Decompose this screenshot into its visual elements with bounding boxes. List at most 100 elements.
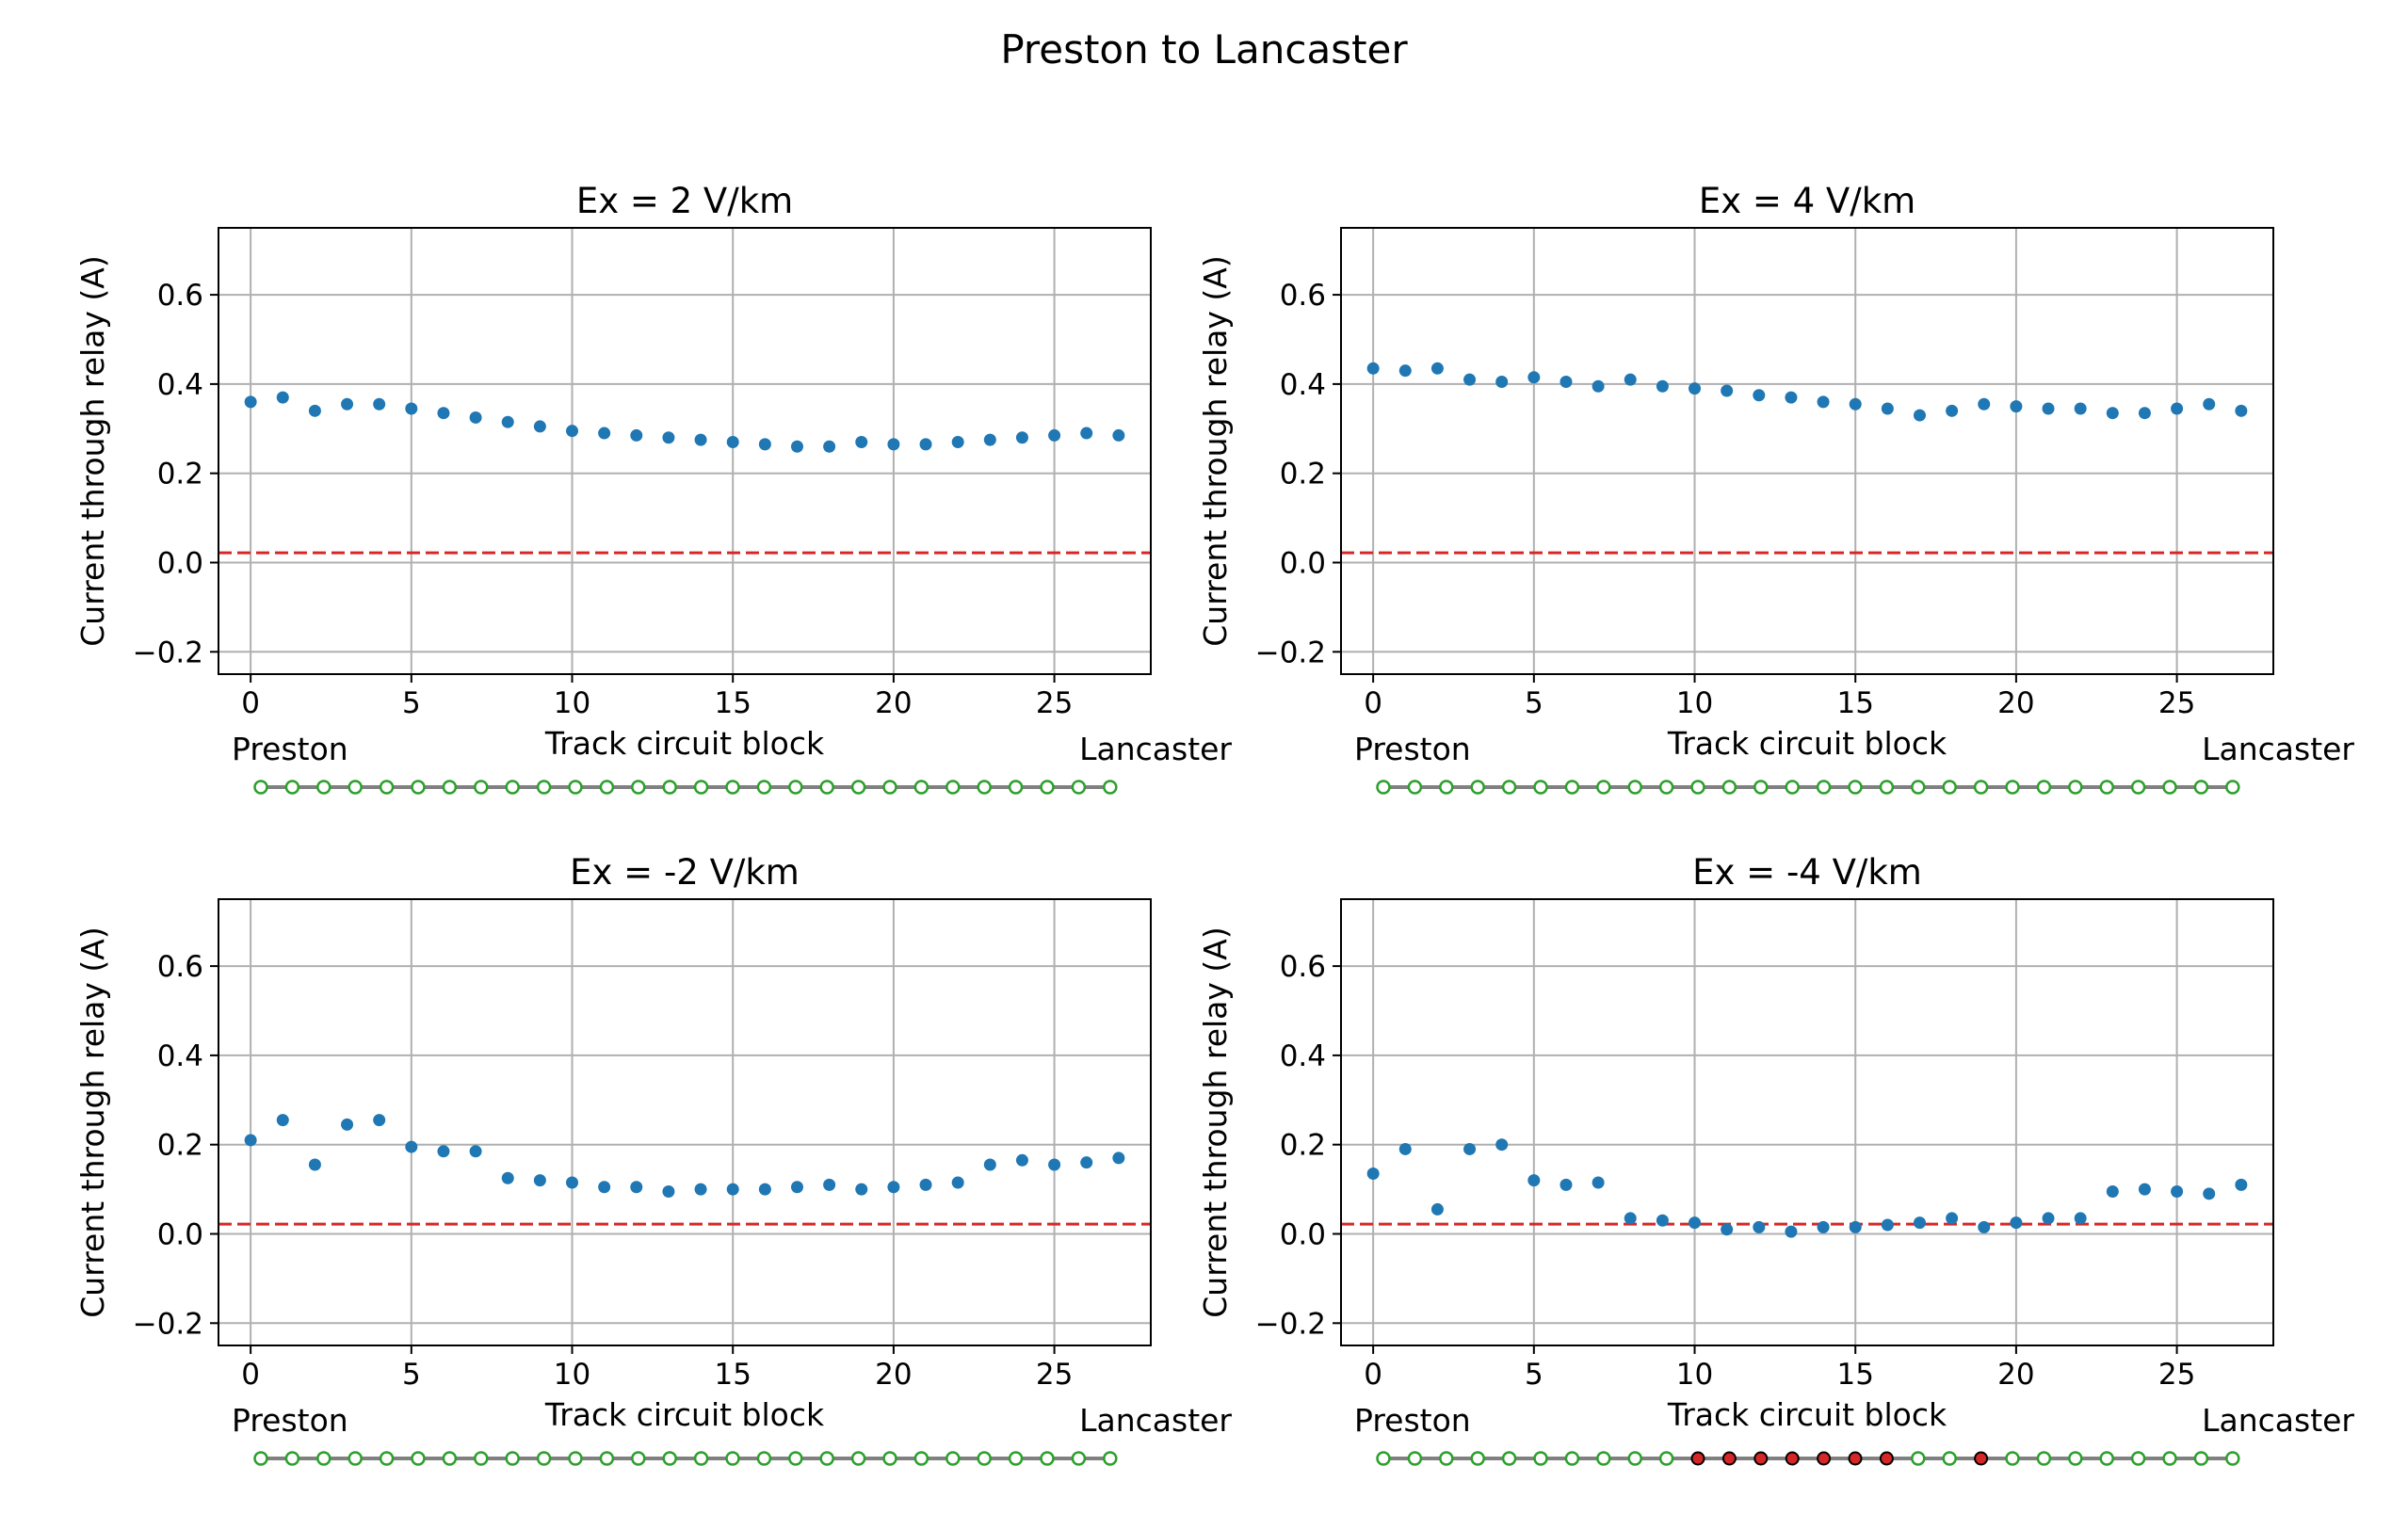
x-tick-label: 10 — [554, 1358, 590, 1392]
track-block — [379, 780, 395, 795]
track-block — [1596, 1451, 1611, 1466]
track-block — [599, 1451, 615, 1466]
track-block — [1407, 780, 1423, 795]
track-block — [2036, 780, 2052, 795]
y-tick-label: 0.4 — [1280, 368, 1326, 402]
x-tick-label: 0 — [241, 686, 260, 720]
data-point — [1398, 364, 1412, 378]
track-block — [1103, 1451, 1118, 1466]
track-block — [1942, 1451, 1957, 1466]
data-point — [1721, 384, 1734, 397]
track-block — [977, 780, 992, 795]
start-station-label: Preston — [1354, 1402, 1471, 1439]
track-block — [1911, 1451, 1926, 1466]
track-block — [2225, 1451, 2240, 1466]
data-point — [2171, 402, 2184, 415]
data-point — [1817, 395, 1830, 409]
data-point — [2235, 404, 2248, 417]
track-block — [2068, 1451, 2083, 1466]
data-point — [1656, 1214, 1669, 1227]
track-block — [756, 780, 772, 795]
y-tick-label: −0.2 — [1255, 636, 1326, 669]
data-point — [630, 428, 643, 442]
track-block — [284, 780, 300, 795]
track-block — [411, 780, 426, 795]
data-point — [566, 425, 579, 438]
y-tick-label: 0.2 — [1280, 458, 1326, 491]
data-point — [694, 1183, 707, 1196]
y-axis-label: Current through relay (A) — [74, 255, 111, 646]
track-block — [474, 1451, 489, 1466]
data-point — [308, 404, 321, 417]
data-point — [790, 440, 803, 453]
track-block-failed — [1690, 1451, 1705, 1466]
y-tick-label: 0.2 — [157, 1129, 203, 1163]
track-block — [1439, 1451, 1454, 1466]
data-point — [1592, 1176, 1605, 1189]
track-block — [1690, 780, 1705, 795]
track-block — [1501, 1451, 1517, 1466]
track-block — [2099, 1451, 2114, 1466]
data-point — [1849, 1220, 1862, 1233]
data-point — [2074, 402, 2087, 415]
data-point — [983, 433, 996, 446]
data-point — [630, 1181, 643, 1194]
data-point — [1656, 379, 1669, 393]
x-tick-label: 5 — [1525, 686, 1543, 720]
track-block — [1564, 1451, 1580, 1466]
track-block — [1658, 780, 1674, 795]
data-point — [1753, 389, 1766, 402]
track-block — [1533, 780, 1548, 795]
end-station-label: Lancaster — [1079, 1402, 1232, 1439]
start-station-label: Preston — [232, 1402, 348, 1439]
data-point — [1495, 1138, 1509, 1152]
x-tick-label: 10 — [554, 686, 590, 720]
data-point — [469, 1145, 482, 1158]
data-point — [1624, 1212, 1637, 1225]
data-point — [1689, 1216, 1702, 1230]
x-tick-label: 0 — [241, 1358, 260, 1392]
x-axis-label: Track circuit block — [544, 1396, 825, 1433]
data-point — [1913, 1216, 1926, 1230]
y-tick-label: −0.2 — [133, 636, 203, 669]
data-point — [533, 1174, 546, 1187]
track-block — [882, 780, 897, 795]
data-point — [1463, 373, 1477, 386]
track-block — [693, 1451, 709, 1466]
x-tick-label: 15 — [714, 686, 751, 720]
subplot-title: Ex = 4 V/km — [1699, 181, 1915, 221]
start-station-label: Preston — [232, 731, 348, 767]
data-point — [855, 436, 868, 449]
data-point — [341, 1118, 354, 1131]
x-tick-label: 0 — [1364, 686, 1382, 720]
data-point — [919, 1178, 932, 1191]
data-point — [308, 1158, 321, 1171]
data-point — [1785, 1225, 1798, 1238]
x-axis-label: Track circuit block — [544, 725, 825, 762]
data-point — [2203, 397, 2216, 411]
data-point — [1753, 1220, 1766, 1233]
y-tick-label: 0.0 — [1280, 547, 1326, 581]
track-block — [1658, 1451, 1674, 1466]
x-tick-label: 25 — [1036, 1358, 1073, 1392]
track-block — [1627, 1451, 1642, 1466]
data-point — [1366, 1168, 1380, 1181]
data-point — [2106, 1184, 2119, 1198]
y-tick-label: 0.6 — [1280, 279, 1326, 313]
data-point — [276, 391, 289, 404]
data-point — [919, 438, 932, 451]
track-block — [1533, 1451, 1548, 1466]
track-block — [2193, 1451, 2209, 1466]
y-axis-label: Current through relay (A) — [1197, 255, 1234, 646]
track-block — [2130, 1451, 2146, 1466]
track-block — [1911, 780, 1926, 795]
track-block — [599, 780, 615, 795]
data-point — [437, 407, 450, 420]
track-block-failed — [1879, 1451, 1894, 1466]
track-block — [347, 780, 363, 795]
track-block — [1071, 780, 1087, 795]
data-point — [1881, 1218, 1894, 1232]
y-tick-label: 0.4 — [157, 1039, 203, 1073]
track-block — [631, 780, 646, 795]
